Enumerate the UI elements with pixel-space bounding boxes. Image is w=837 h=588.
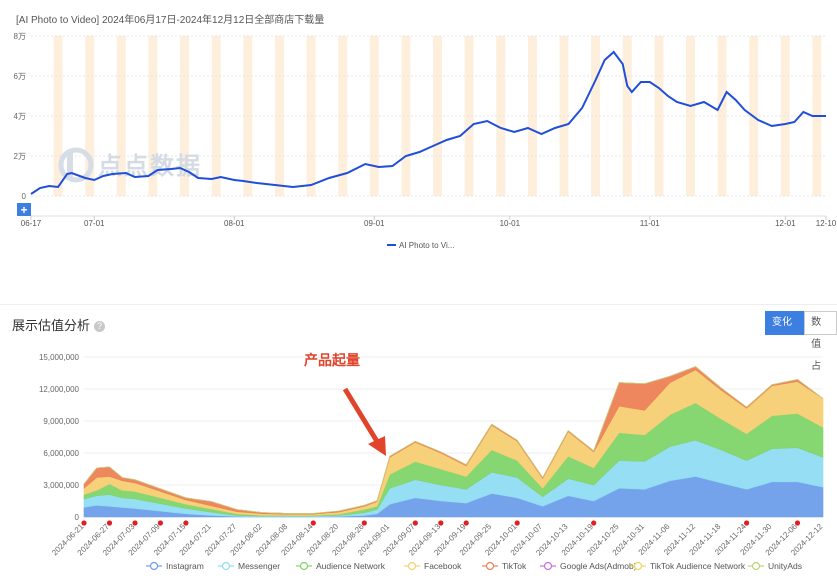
- section-gap: [0, 268, 837, 302]
- y-tick-label: 6,000,000: [43, 449, 79, 458]
- x-tick-label: 10-01: [500, 219, 521, 228]
- event-marker[interactable]: [591, 520, 597, 526]
- download-line-chart: 0 2万 4万 6万 8万 06-17 07-01 08-01 09-01 10-01 11-01…: [14, 32, 837, 250]
- legend-item[interactable]: Facebook: [404, 561, 462, 571]
- y-tick-label: 15,000,000: [39, 353, 80, 362]
- event-marker[interactable]: [81, 520, 87, 526]
- legend-marker: [543, 561, 553, 571]
- event-marker[interactable]: [438, 520, 444, 526]
- event-marker[interactable]: [132, 520, 138, 526]
- legend-marker: [221, 561, 231, 571]
- event-marker[interactable]: [744, 520, 750, 526]
- legend-label: TikTok: [502, 561, 527, 571]
- weekend-band: [401, 36, 411, 196]
- weekend-band: [53, 36, 63, 196]
- section-title: 展示估值分析?: [12, 315, 106, 334]
- legend-item[interactable]: UnityAds: [748, 561, 802, 571]
- weekend-band: [717, 36, 727, 196]
- legend-item[interactable]: TikTok: [482, 561, 527, 571]
- stacked-areas: [83, 366, 824, 518]
- view-tabs: 变化趋势 数值占: [765, 311, 837, 372]
- event-marker[interactable]: [106, 520, 113, 526]
- x-tick-label: 06-17: [21, 219, 42, 228]
- y-axis: 0 2万 4万 6万 8万: [14, 32, 27, 201]
- y-tick-label: 2万: [14, 152, 26, 161]
- legend-marker: [485, 561, 495, 571]
- event-marker[interactable]: [514, 520, 520, 526]
- legend-label: Google Ads(Admob): [560, 561, 637, 571]
- x-tick-label: 12-10: [816, 219, 837, 228]
- weekend-band: [780, 36, 790, 196]
- event-marker[interactable]: [183, 520, 189, 526]
- event-marker[interactable]: [794, 520, 801, 526]
- zoom-button-label: +: [20, 203, 27, 217]
- legend-label: AI Photo to Vi...: [399, 241, 454, 250]
- legend-label: Audience Network: [316, 561, 386, 571]
- weekend-band: [338, 36, 348, 196]
- weekend-band: [686, 36, 695, 196]
- section-header: 展示估值分析? 变化趋势 数值占: [0, 304, 837, 372]
- ad-valuation-area-chart: 0 3,000,000 6,000,000 9,000,000 12,000,000 15…: [39, 352, 825, 571]
- legend-item[interactable]: Google Ads(Admob): [540, 561, 637, 571]
- x-tick-label: 09-01: [364, 219, 385, 228]
- legend-label: UnityAds: [768, 561, 802, 571]
- annotation-arrow-icon: [342, 387, 386, 456]
- zoom-button[interactable]: +: [17, 203, 31, 217]
- legend-marker: [407, 561, 417, 571]
- weekend-band: [464, 36, 474, 196]
- event-marker[interactable]: [310, 520, 316, 526]
- y-tick-label: 9,000,000: [43, 417, 79, 426]
- tab-share[interactable]: 数值占: [804, 311, 837, 372]
- y-axis: 0 3,000,000 6,000,000 9,000,000 12,000,000 15…: [39, 353, 80, 522]
- annotation-text: 产品起量: [304, 352, 360, 368]
- x-tick-label: 12-01: [775, 219, 796, 228]
- top-legend[interactable]: AI Photo to Vi...: [387, 241, 454, 250]
- legend-marker: [299, 561, 309, 571]
- question-circle-icon[interactable]: ?: [94, 321, 106, 332]
- legend-item[interactable]: TikTok Audience Network: [630, 561, 746, 571]
- y-tick-label: 3,000,000: [43, 481, 79, 490]
- annotation: 产品起量: [304, 352, 386, 456]
- weekend-band: [654, 36, 664, 196]
- y-tick-label: 8万: [14, 32, 26, 41]
- weekend-band: [85, 36, 95, 196]
- event-marker[interactable]: [463, 520, 469, 526]
- legend-marker: [751, 561, 761, 571]
- weekend-band: [116, 36, 126, 196]
- legend-item[interactable]: Messenger: [218, 561, 280, 571]
- tab-trend[interactable]: 变化趋势: [765, 311, 805, 350]
- event-marker[interactable]: [361, 520, 367, 526]
- legend-marker: [633, 561, 643, 571]
- weekend-band: [369, 36, 379, 196]
- legend-item[interactable]: AI Photo to Vi...: [387, 241, 454, 250]
- x-axis: 06-17 07-01 08-01 09-01 10-01 11-01 12-01 12-10: [21, 215, 837, 228]
- y-tick-label: 6万: [14, 72, 26, 81]
- event-marker[interactable]: [412, 520, 418, 526]
- x-tick-label: 07-01: [84, 219, 105, 228]
- legend-label: Facebook: [424, 561, 462, 571]
- x-tick-label: 08-01: [224, 219, 245, 228]
- legend-swatch: [387, 244, 396, 246]
- y-tick-label: 4万: [14, 112, 26, 121]
- x-axis: 2024-06-212024-06-272024-07-032024-07-09…: [50, 522, 825, 558]
- legend-item[interactable]: Instagram: [146, 561, 204, 571]
- section-title-text: 展示估值分析: [12, 318, 91, 333]
- event-markers: [81, 520, 801, 526]
- diandian-logo-icon: [58, 147, 94, 183]
- y-grid: [31, 35, 826, 197]
- y-tick-label: 12,000,000: [39, 385, 80, 394]
- y-tick-label: 0: [75, 513, 80, 522]
- weekend-band: [433, 36, 442, 196]
- event-marker[interactable]: [157, 520, 163, 526]
- legend-label: Messenger: [238, 561, 280, 571]
- x-tick-label: 11-01: [640, 219, 660, 228]
- legend-label: Instagram: [166, 561, 204, 571]
- series-line-ai-photo-to-video: [30, 50, 826, 195]
- top-chart-title: [AI Photo to Video] 2024年06月17日-2024年12月…: [16, 15, 325, 26]
- legend-marker: [149, 561, 159, 571]
- y-tick-label: 0: [22, 192, 27, 201]
- bottom-legend[interactable]: Instagram Messenger Audience Network Facebo…: [146, 561, 802, 571]
- legend-label: TikTok Audience Network: [650, 561, 746, 571]
- legend-item[interactable]: Audience Network: [296, 561, 386, 571]
